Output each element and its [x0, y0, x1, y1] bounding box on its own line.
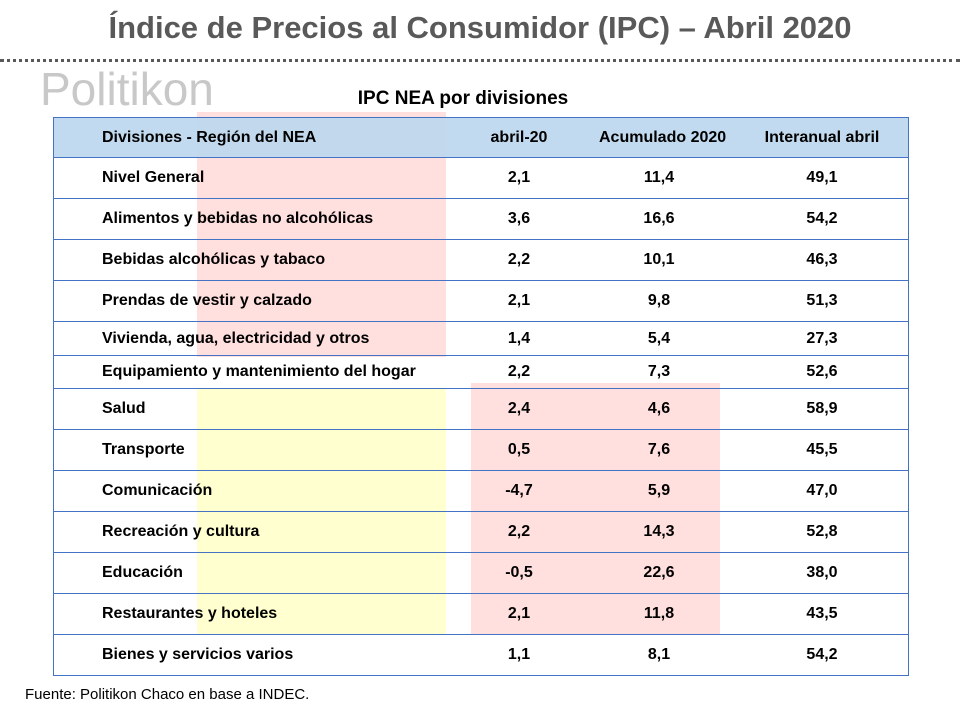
table-row: Prendas de vestir y calzado 2,1 9,8 51,3 — [54, 280, 908, 321]
row-label: Bebidas alcohólicas y tabaco — [102, 251, 326, 268]
cell-value: 47,0 — [806, 482, 838, 499]
cell-value: 16,6 — [643, 210, 675, 227]
source-label: Fuente — [25, 686, 72, 703]
cell-value: 5,4 — [647, 329, 671, 347]
cell-value: 38,0 — [806, 564, 838, 581]
row-label: Bienes y servicios varios — [102, 646, 294, 663]
row-label: Restaurantes y hoteles — [102, 605, 278, 622]
table-header-row: Divisiones - Región del NEA abril-20 Acumu… — [54, 117, 908, 157]
table-row: Comunicación -4,7 5,9 47,0 — [54, 470, 908, 511]
row-label: Transporte — [102, 441, 185, 458]
cell-value: 5,9 — [647, 482, 671, 499]
cell-value: 45,5 — [806, 441, 838, 458]
highlight-pink-values — [471, 383, 720, 634]
cell-value: 11,4 — [643, 169, 675, 186]
cell-value: 2,1 — [507, 605, 531, 622]
table-row: Bebidas alcohólicas y tabaco 2,2 10,1 46,3 — [54, 239, 908, 280]
row-label: Vivienda, agua, electricidad y otros — [102, 329, 370, 347]
cell-value: 4,6 — [647, 400, 671, 417]
table-row: Transporte 0,5 7,6 45,5 — [54, 429, 908, 470]
cell-value: 43,5 — [806, 605, 838, 622]
cell-value: 7,3 — [647, 363, 671, 380]
table-title: IPC NEA por divisiones — [357, 88, 569, 109]
row-label: Recreación y cultura — [102, 523, 260, 540]
cell-value: Acumulado 2020 — [599, 128, 727, 146]
table-row: Equipamiento y mantenimiento del hogar 2,… — [54, 355, 908, 388]
cell-value: abril-20 — [490, 128, 548, 146]
cell-value: 1,4 — [507, 329, 531, 347]
table-row: Restaurantes y hoteles 2,1 11,8 43,5 — [54, 593, 908, 634]
cell-value: 2,4 — [507, 400, 531, 417]
row-label: Alimentos y bebidas no alcohólicas — [102, 210, 374, 227]
row-label: Divisiones - Región del NEA — [102, 128, 317, 146]
cell-value: 22,6 — [643, 564, 675, 581]
table-row: Alimentos y bebidas no alcohólicas 3,6 16,… — [54, 198, 908, 239]
table-row: Recreación y cultura 2,2 14,3 52,8 — [54, 511, 908, 552]
table-row: Educación -0,5 22,6 38,0 — [54, 552, 908, 593]
cell-value: 10,1 — [643, 251, 675, 268]
cell-value: 0,5 — [507, 441, 531, 458]
row-label: Comunicación — [102, 482, 213, 499]
row-label: Salud — [102, 400, 146, 417]
table-row: Vivienda, agua, electricidad y otros 1,4 5… — [54, 321, 908, 355]
cell-value: 11,8 — [643, 605, 675, 622]
cell-value: 1,1 — [507, 646, 531, 663]
cell-value: 52,6 — [806, 363, 838, 380]
dotted-divider — [0, 59, 960, 62]
cell-value: 2,2 — [507, 251, 531, 268]
cell-value: 54,2 — [806, 210, 838, 227]
cell-value: 2,2 — [507, 523, 531, 540]
table-row: Bienes y servicios varios 1,1 8,1 54,2 — [54, 634, 908, 675]
cell-value: 2,1 — [507, 169, 531, 186]
cell-value: 2,1 — [507, 292, 531, 309]
cell-value: 7,6 — [647, 441, 671, 458]
slide-title: Índice de Precios al Consumidor (IPC) – … — [108, 10, 852, 45]
cell-value: 2,2 — [507, 363, 531, 380]
row-label: Educación — [102, 564, 183, 581]
cell-value: -4,7 — [505, 482, 533, 499]
cell-value: 49,1 — [806, 169, 838, 186]
table-row: Salud 2,4 4,6 58,9 — [54, 388, 908, 429]
cell-value: 27,3 — [806, 329, 838, 347]
ipc-table: Divisiones - Región del NEA abril-20 Acumu… — [53, 117, 909, 676]
cell-value: 9,8 — [647, 292, 671, 309]
row-label: Equipamiento y mantenimiento del hogar — [102, 363, 416, 380]
row-label: Nivel General — [102, 169, 205, 186]
cell-value: 58,9 — [806, 400, 838, 417]
cell-value: 51,3 — [806, 292, 838, 309]
row-label: Prendas de vestir y calzado — [102, 292, 312, 309]
table-row: Nivel General 2,1 11,4 49,1 — [54, 157, 908, 198]
cell-value: 8,1 — [647, 646, 671, 663]
cell-value: 46,3 — [806, 251, 838, 268]
cell-value: 52,8 — [806, 523, 838, 540]
watermark: Politikon — [40, 63, 214, 115]
source-text: : Politikon Chaco en base a INDEC. — [71, 686, 310, 703]
cell-value: -0,5 — [505, 564, 533, 581]
source-note: Fuente: Politikon Chaco en base a INDEC. — [25, 686, 309, 703]
cell-value: Interanual abril — [764, 128, 880, 146]
cell-value: 14,3 — [643, 523, 675, 540]
cell-value: 3,6 — [507, 210, 531, 227]
cell-value: 54,2 — [806, 646, 838, 663]
